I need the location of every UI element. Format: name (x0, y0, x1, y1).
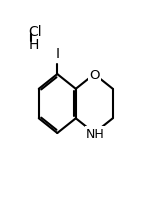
Text: O: O (89, 68, 100, 81)
Text: H: H (28, 37, 39, 52)
Text: NH: NH (86, 127, 105, 140)
Text: I: I (55, 47, 59, 61)
Text: Cl: Cl (28, 25, 42, 39)
